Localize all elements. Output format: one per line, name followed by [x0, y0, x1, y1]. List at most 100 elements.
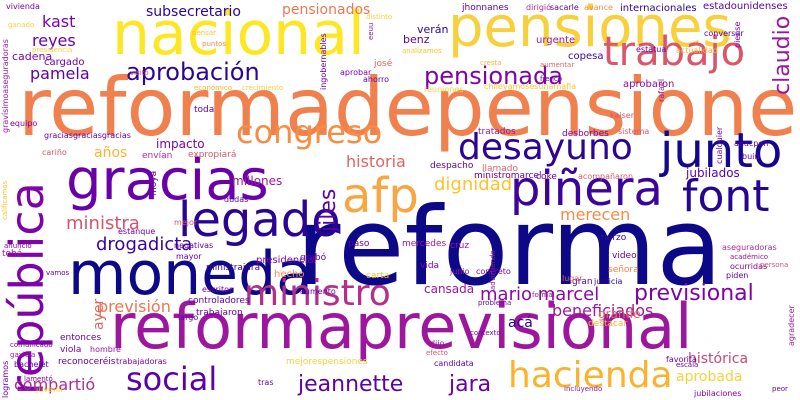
word: ayer: [91, 298, 107, 330]
word: merecen: [560, 205, 631, 224]
word: visitó: [130, 69, 149, 77]
word: avance: [584, 3, 613, 12]
word: concreto: [476, 267, 511, 276]
word: toda: [194, 105, 215, 115]
word: ministrajara: [206, 263, 261, 273]
word: aumentar: [540, 61, 575, 69]
word: mario marcel: [480, 284, 600, 305]
word: pamela: [30, 64, 90, 83]
word: peor: [772, 385, 788, 393]
word: reformaprevisional: [110, 290, 693, 363]
word: eeuu: [367, 22, 375, 41]
word: controladores: [188, 296, 250, 306]
word: jhonnanes: [462, 3, 509, 13]
word: cargado: [44, 57, 85, 68]
word: trabajaron: [196, 308, 243, 318]
word: vivienda: [6, 2, 40, 11]
word: cariño: [42, 148, 67, 157]
word: beneficiados: [552, 301, 654, 320]
word: ganado: [8, 21, 35, 29]
word: afp: [342, 168, 419, 224]
word: nacional: [112, 0, 365, 69]
word: font: [682, 171, 770, 222]
word: candidata: [434, 359, 474, 368]
word: moya: [149, 170, 159, 196]
word: reforma: [296, 185, 723, 310]
word: verán: [417, 23, 449, 36]
word: internacionales: [620, 3, 697, 14]
word: largo: [178, 313, 199, 322]
word: dijo: [430, 339, 445, 348]
word: ministra: [66, 213, 140, 234]
word: frenco: [540, 75, 563, 83]
word: ahorro: [363, 75, 390, 84]
word: video: [612, 251, 637, 261]
word: años: [94, 145, 128, 161]
word: piñera: [510, 161, 663, 217]
word: conversar: [704, 29, 744, 38]
word: presidencia: [32, 46, 73, 54]
word: anacpen: [734, 139, 769, 148]
word: chilevamosesunamafia: [484, 82, 577, 91]
word: marzo: [598, 233, 627, 243]
word: previsión: [98, 297, 171, 316]
word: piense: [733, 21, 742, 48]
word: envían: [142, 151, 173, 161]
word: copesa: [568, 51, 604, 62]
word: distinto: [366, 13, 393, 21]
word: previsional: [634, 281, 754, 306]
word: aprobación: [126, 58, 260, 86]
word: dudas: [224, 195, 249, 204]
word: mejorespensiones: [286, 357, 368, 367]
word: analizamos: [402, 47, 442, 55]
word: grabó: [300, 253, 327, 263]
word: urgente: [536, 35, 576, 46]
word: entonces: [60, 333, 102, 343]
word: reyes: [32, 31, 76, 50]
word: juvenil: [36, 385, 63, 394]
word: ministromarcel: [474, 171, 542, 181]
word: ocurridas: [730, 262, 768, 271]
word: jubilados: [686, 166, 740, 180]
word: gran: [572, 277, 593, 287]
word: agradecer: [787, 305, 796, 346]
word: buin: [742, 152, 760, 161]
word: jeannette: [298, 372, 404, 397]
word: incluyendo: [564, 385, 603, 393]
word: compartió: [14, 375, 96, 394]
word: kaiser: [610, 111, 634, 120]
word: desayuno: [458, 127, 633, 168]
word: hacienda: [508, 355, 673, 396]
word: crecimiento: [242, 84, 284, 92]
word: ministro: [244, 273, 391, 314]
word: jubilaciones: [694, 389, 742, 398]
word: despacho: [430, 161, 474, 171]
word: trabajadoras: [116, 357, 167, 366]
word: social: [126, 360, 218, 398]
word: actualidad: [676, 46, 718, 55]
word: equipo: [10, 119, 38, 128]
word: jara: [449, 372, 492, 397]
word: grande: [598, 307, 641, 321]
word: jiles: [316, 188, 341, 232]
word: estanque: [118, 227, 156, 236]
word: ingobernables: [319, 33, 328, 90]
word: cualquier: [715, 126, 724, 164]
word: rafael: [657, 78, 666, 102]
word: reconoceréis: [58, 357, 116, 367]
word: coke: [536, 172, 557, 182]
word: drogadicta: [96, 234, 193, 255]
word: cresta: [480, 59, 502, 67]
word: subsecretario: [146, 4, 241, 20]
word: desborbes: [562, 129, 609, 139]
word: congreso: [236, 113, 383, 151]
word: junio: [450, 267, 470, 276]
word: sistema: [618, 127, 650, 136]
word: acompañaron: [578, 172, 634, 181]
word: destacar: [588, 319, 628, 329]
word: logramos: [1, 360, 10, 398]
word: gaxiola: [10, 351, 36, 359]
word: llamado: [482, 164, 519, 174]
word: favorita: [666, 355, 697, 364]
word: lamentó: [24, 375, 53, 383]
